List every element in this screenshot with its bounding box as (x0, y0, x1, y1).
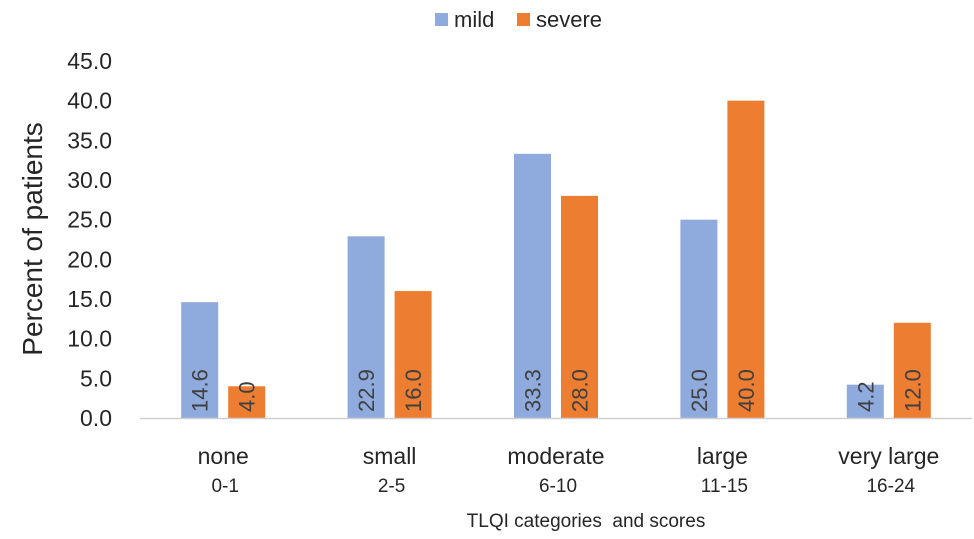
bar-mild (680, 219, 718, 418)
data-label: 4.0 (235, 381, 260, 412)
bar-severe (228, 386, 266, 418)
bar-mild (514, 153, 551, 418)
bar-group: 33.3 28.0 (514, 153, 598, 418)
bar-group: 14.6 4.0 (181, 302, 266, 418)
data-label: 4.2 (853, 381, 878, 412)
x-tick-label: small (363, 443, 417, 469)
x-tick-range-label: 2-5 (378, 476, 405, 497)
y-tick-label: 0.0 (80, 405, 112, 431)
data-label: 22.9 (354, 369, 379, 412)
x-axis: none 0-1 small 2-5 moderate 6-10 large 11-15 ver… (140, 417, 972, 497)
legend-swatch (435, 13, 448, 26)
bar-severe (727, 100, 765, 419)
y-tick-label: 30.0 (67, 167, 112, 193)
bar-group: 22.9 16.0 (347, 236, 432, 418)
legend-item-severe: severe (517, 7, 602, 32)
x-axis-label: TLQI categories and scores (467, 511, 706, 532)
y-axis-label: Percent of patients (17, 122, 48, 355)
y-tick-label: 5.0 (80, 365, 112, 391)
x-tick-label: very large (838, 443, 939, 469)
data-label: 12.0 (900, 369, 925, 412)
data-label: 40.0 (734, 369, 759, 412)
y-tick-label: 25.0 (67, 207, 112, 233)
y-tick-label: 40.0 (67, 88, 112, 114)
data-label: 14.6 (188, 369, 213, 412)
bar-mild (347, 236, 385, 418)
data-label: 25.0 (687, 369, 712, 412)
bar-severe (893, 322, 931, 418)
legend-label: mild (454, 7, 494, 32)
bar-severe (394, 291, 432, 418)
data-label: 33.3 (521, 369, 546, 412)
legend-swatch (517, 13, 530, 26)
legend: mild severe (435, 7, 602, 32)
bar-mild (181, 302, 219, 418)
x-tick-label: large (697, 443, 748, 469)
x-tick-range-label: 6-10 (539, 476, 577, 497)
y-tick-label: 15.0 (67, 286, 112, 312)
y-tick-label: 35.0 (67, 127, 112, 153)
bar-group: 25.0 40.0 (680, 100, 765, 419)
data-label: 28.0 (568, 369, 593, 412)
x-tick-label: moderate (507, 443, 604, 469)
bar-group: 4.2 12.0 (846, 322, 931, 418)
x-tick-range-label: 11-15 (701, 476, 748, 497)
x-tick-range-label: 0-1 (211, 476, 238, 497)
bar-mild (846, 384, 884, 418)
y-tick-label: 10.0 (67, 326, 112, 352)
legend-item-mild: mild (435, 7, 494, 32)
bar-severe (561, 195, 598, 418)
data-label: 16.0 (401, 369, 426, 412)
y-axis: 0.0 5.0 10.0 15.0 20.0 25.0 30.0 35.0 40.0 45.0 (67, 48, 112, 431)
x-tick-range-label: 16-24 (866, 476, 915, 497)
y-tick-label: 45.0 (67, 48, 112, 74)
bars: 14.6 4.0 22.9 16.0 33.3 28.0 25.0 40.0 4.2 12.0 (181, 100, 931, 419)
x-tick-label: none (198, 443, 249, 469)
y-tick-label: 20.0 (67, 246, 112, 272)
legend-label: severe (536, 7, 602, 32)
